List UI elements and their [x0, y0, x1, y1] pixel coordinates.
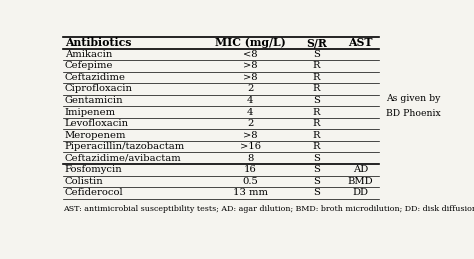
Text: 2: 2	[247, 84, 254, 93]
Text: Piperacillin/tazobactam: Piperacillin/tazobactam	[65, 142, 185, 151]
Text: Ciprofloxacin: Ciprofloxacin	[65, 84, 133, 93]
Text: Cefiderocol: Cefiderocol	[65, 188, 123, 197]
Text: S: S	[313, 165, 320, 174]
Text: R: R	[313, 131, 320, 140]
Text: AD: AD	[353, 165, 368, 174]
Text: 4: 4	[247, 96, 254, 105]
Text: DD: DD	[353, 188, 368, 197]
Text: AST: AST	[348, 37, 373, 48]
Text: <8: <8	[243, 50, 257, 59]
Text: >8: >8	[243, 73, 257, 82]
Text: Meropenem: Meropenem	[65, 131, 126, 140]
Text: R: R	[313, 142, 320, 151]
Text: Ceftazidime/avibactam: Ceftazidime/avibactam	[65, 154, 182, 163]
Text: R: R	[313, 84, 320, 93]
Text: Gentamicin: Gentamicin	[65, 96, 123, 105]
Text: 16: 16	[244, 165, 256, 174]
Text: Antibiotics: Antibiotics	[65, 37, 131, 48]
Text: S: S	[313, 96, 320, 105]
Text: BMD: BMD	[347, 177, 374, 186]
Text: Amikacin: Amikacin	[65, 50, 112, 59]
Text: 0.5: 0.5	[242, 177, 258, 186]
Text: Ceftazidime: Ceftazidime	[65, 73, 126, 82]
Text: 4: 4	[247, 107, 254, 117]
Text: S: S	[313, 177, 320, 186]
Text: Colistin: Colistin	[65, 177, 103, 186]
Text: BD Phoenix: BD Phoenix	[386, 109, 441, 118]
Text: AST: antimicrobial susceptibility tests; AD: agar dilution; BMD: broth microdilu: AST: antimicrobial susceptibility tests;…	[63, 205, 474, 213]
Text: S/R: S/R	[306, 37, 327, 48]
Text: 13 mm: 13 mm	[233, 188, 268, 197]
Text: S: S	[313, 50, 320, 59]
Text: Cefepime: Cefepime	[65, 61, 113, 70]
Text: R: R	[313, 61, 320, 70]
Text: R: R	[313, 119, 320, 128]
Text: Levofloxacin: Levofloxacin	[65, 119, 129, 128]
Text: >16: >16	[240, 142, 261, 151]
Text: >8: >8	[243, 131, 257, 140]
Text: Imipenem: Imipenem	[65, 107, 116, 117]
Text: >8: >8	[243, 61, 257, 70]
Text: 2: 2	[247, 119, 254, 128]
Text: Fosfomycin: Fosfomycin	[65, 165, 122, 174]
Text: 8: 8	[247, 154, 254, 163]
Text: R: R	[313, 107, 320, 117]
Text: R: R	[313, 73, 320, 82]
Text: S: S	[313, 154, 320, 163]
Text: S: S	[313, 188, 320, 197]
Text: As given by: As given by	[386, 94, 440, 103]
Text: MIC (mg/L): MIC (mg/L)	[215, 37, 286, 48]
